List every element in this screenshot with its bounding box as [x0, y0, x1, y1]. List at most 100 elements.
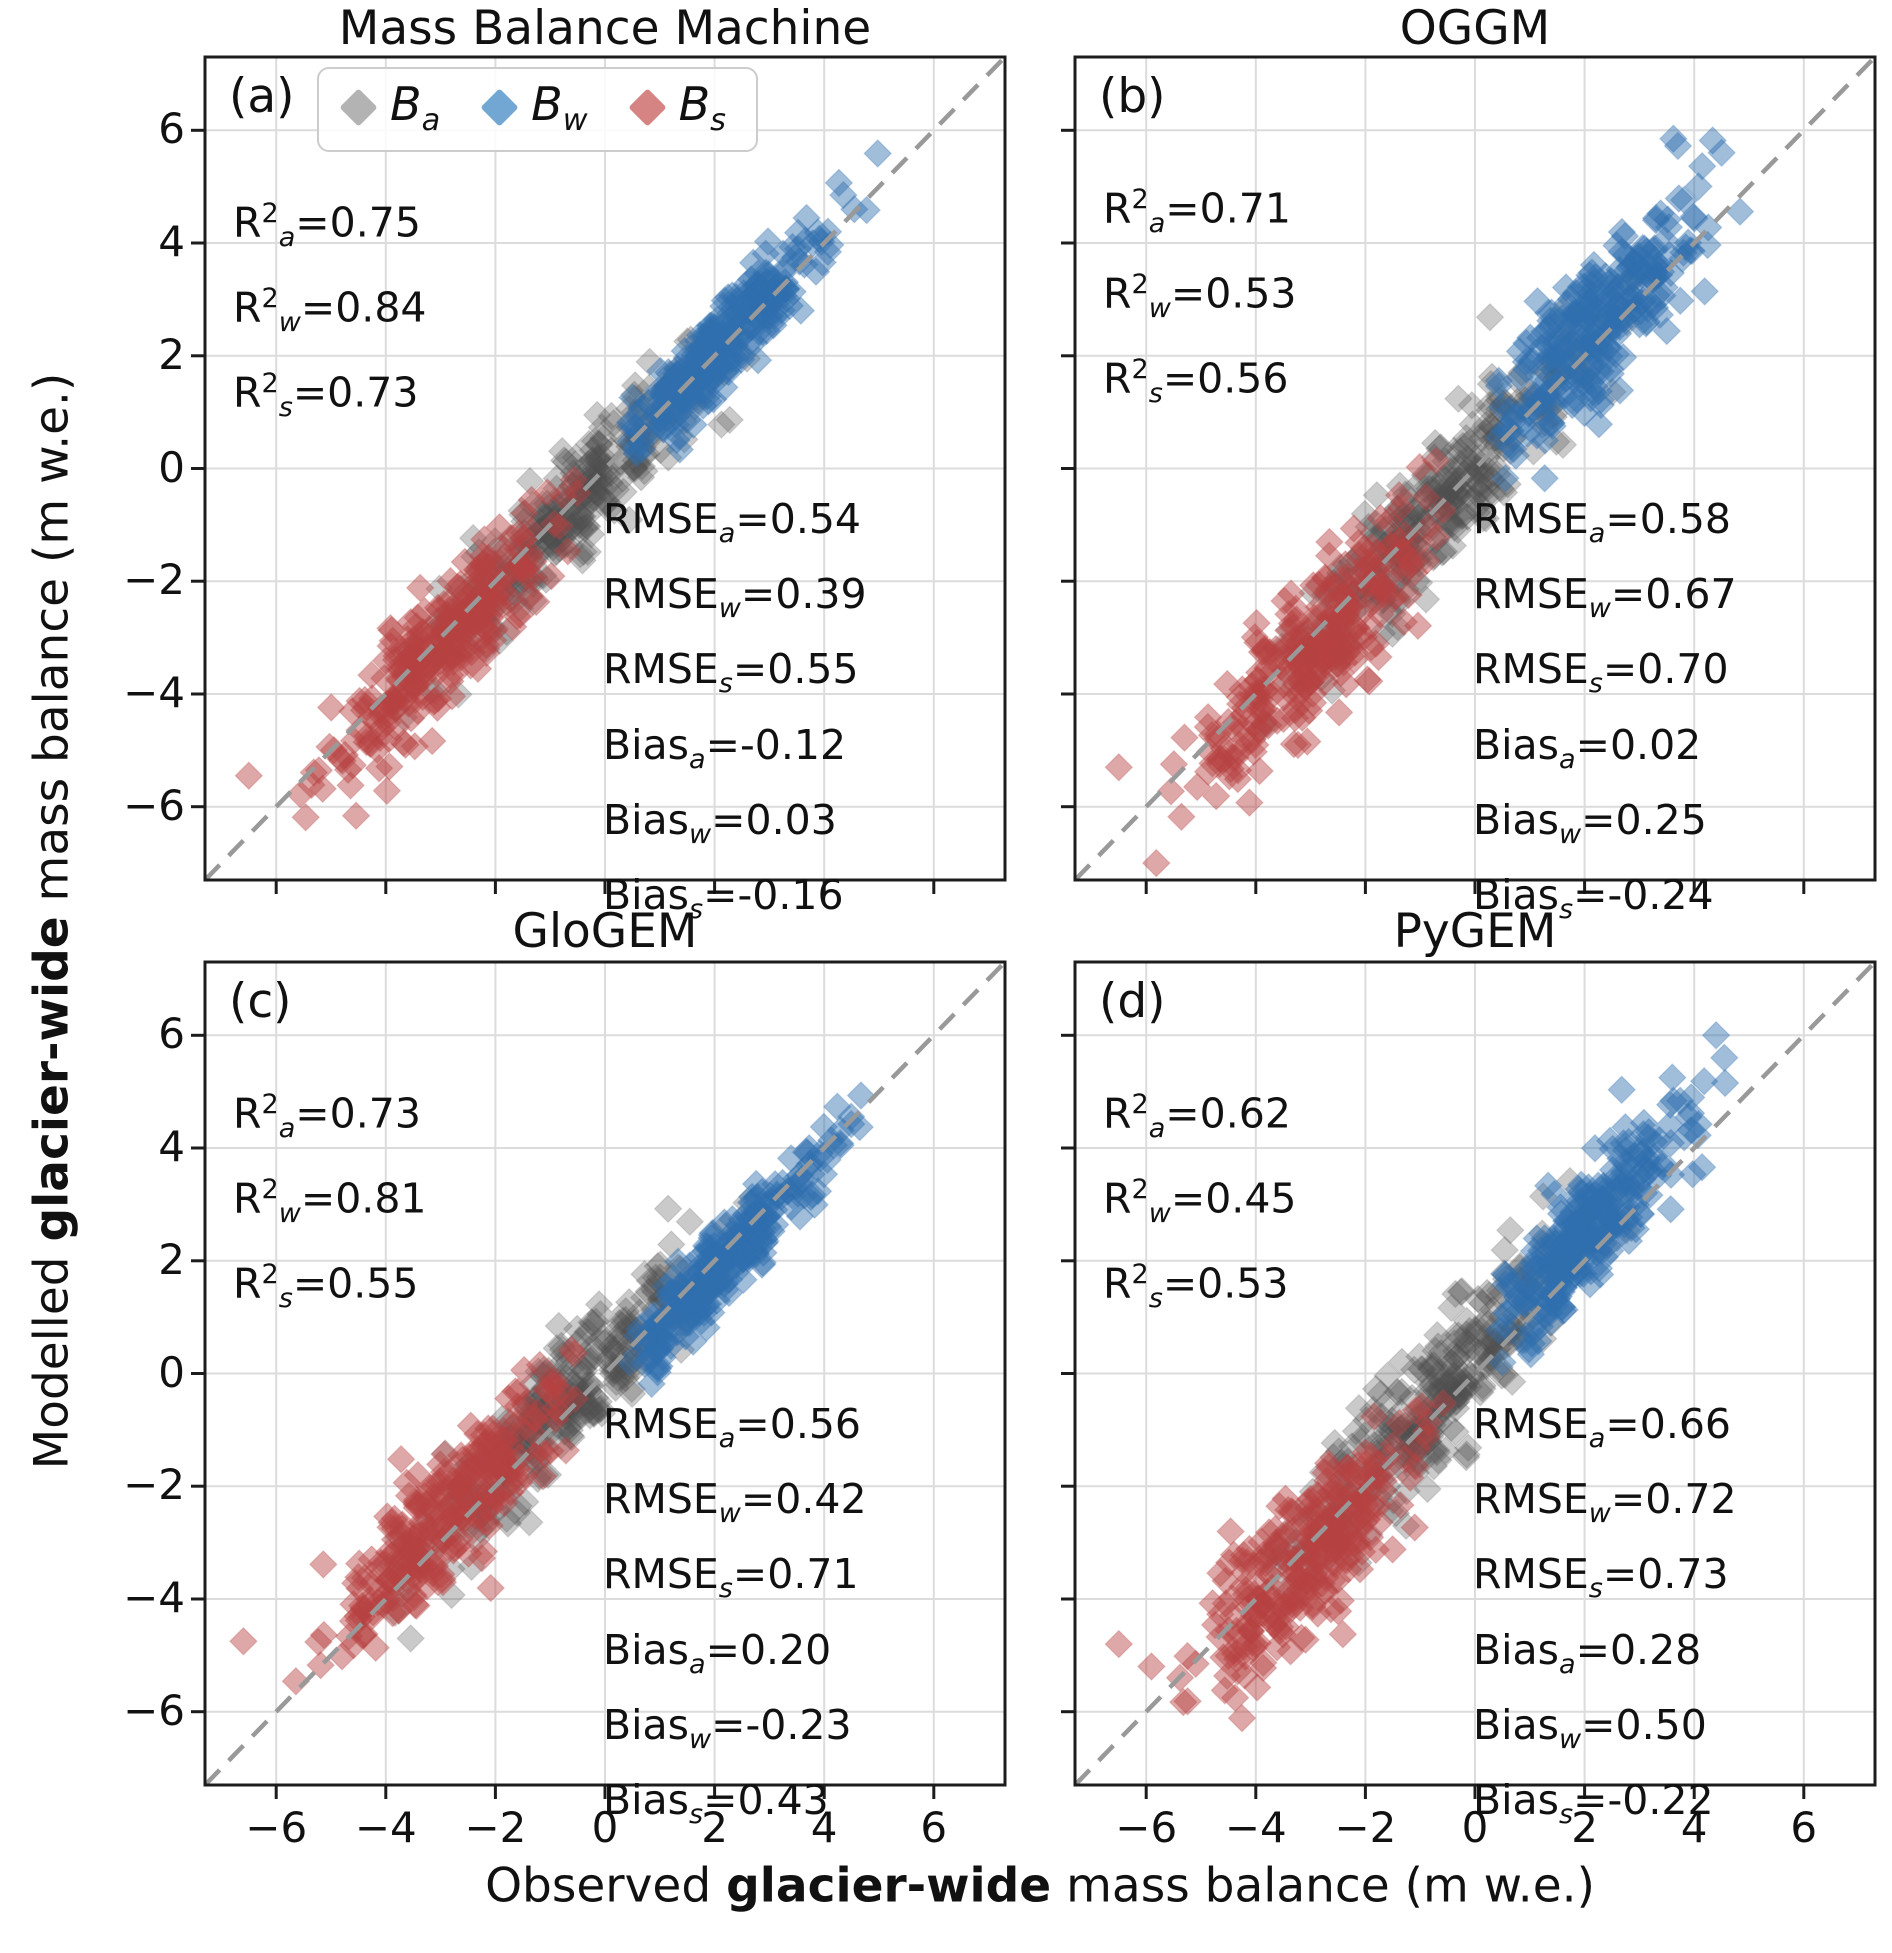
legend-label: Bs	[678, 77, 726, 139]
x-tick-label: 4	[1680, 1803, 1708, 1852]
panel-title-b: OGGM	[1399, 1, 1551, 56]
r2-stat-line: R2w=0.84	[233, 282, 427, 338]
bias-stat-line: Biasa=0.20	[603, 1625, 832, 1680]
plot-frame	[1073, 960, 1877, 1787]
y-tick-label: 6	[158, 1009, 185, 1059]
series-w-points	[1484, 1020, 1740, 1377]
r2-stat-line: R2s=0.56	[1103, 353, 1289, 409]
x-tick-label: −4	[354, 1803, 417, 1852]
rmse-stat-line: RMSEa=0.56	[603, 1400, 862, 1455]
legend: Ba Bw Bs	[317, 67, 758, 153]
one-to-one-line	[203, 55, 1007, 882]
series-w-points	[1484, 124, 1755, 493]
x-tick-label: −6	[245, 1803, 308, 1852]
error-stats: RMSEa=0.54 RMSEw=0.39 RMSEs=0.55 Biasa=-0.1…	[603, 489, 867, 940]
legend-item-bw: Bw	[480, 77, 588, 139]
plot-frame	[1073, 55, 1877, 882]
bias-stat-line: Biasw=0.25	[1473, 795, 1707, 850]
panel-label: (c)	[229, 974, 292, 1029]
x-label-part: mass balance (m w.e.)	[1051, 1858, 1595, 1914]
y-tick-label: 0	[158, 442, 185, 492]
one-to-one-line	[1073, 960, 1877, 1787]
panel-label: (b)	[1099, 69, 1166, 124]
plot-frame	[203, 960, 1007, 1787]
panel-title-d: PyGEM	[1393, 904, 1557, 959]
y-label-part: Modelled	[24, 1241, 80, 1470]
x-tick-label: 0	[1461, 1803, 1489, 1852]
x-tick-label: 6	[920, 1803, 948, 1852]
rmse-stat-line: RMSEw=0.72	[1473, 1475, 1737, 1530]
rmse-stat-line: RMSEs=0.71	[603, 1550, 859, 1605]
panel-c: (c) R2a=0.73 R2w=0.81 R2s=0.55 RMSEa=0.56 R…	[191, 960, 1007, 1830]
x-tick-label: 4	[810, 1803, 838, 1852]
diamond-icon	[627, 88, 667, 127]
r2-stat-line: R2w=0.45	[1103, 1173, 1297, 1229]
bias-stat-line: Biasw=0.03	[603, 795, 837, 850]
y-tick-label: 4	[158, 217, 185, 267]
series-s-points	[1104, 446, 1458, 878]
legend-item-bs: Bs	[627, 77, 726, 139]
legend-label: Bw	[531, 77, 588, 139]
r2-stat-line: R2a=0.62	[1103, 1089, 1291, 1144]
rmse-stat-line: RMSEs=0.73	[1473, 1550, 1729, 1605]
y-tick-label: −2	[123, 1460, 185, 1510]
x-tick-label: −2	[464, 1803, 527, 1852]
y-tick-label: 2	[158, 1234, 185, 1284]
x-label-part: Observed	[485, 1858, 727, 1914]
rmse-stat-line: RMSEw=0.67	[1473, 570, 1737, 625]
error-stats: RMSEa=0.56 RMSEw=0.42 RMSEs=0.71 Biasa=0.20…	[603, 1394, 867, 1845]
r2-stat-line: R2w=0.53	[1103, 268, 1297, 324]
x-tick-label: 2	[1571, 1803, 1598, 1852]
one-to-one-line	[1073, 55, 1877, 882]
series-a-points	[1249, 263, 1648, 742]
plot-frame	[203, 55, 1007, 882]
x-label-part-bold: glacier-wide	[726, 1858, 1052, 1914]
rmse-stat-line: RMSEw=0.42	[603, 1475, 867, 1530]
y-tick-label: 4	[158, 1122, 185, 1172]
series-s-points	[228, 1335, 590, 1696]
bias-stat-line: Biasw=-0.23	[603, 1700, 852, 1755]
r2-stat-line: R2s=0.73	[233, 367, 419, 423]
r2-stats: R2a=0.73 R2w=0.81 R2s=0.55	[233, 1074, 427, 1329]
y-label-part-bold: glacier-wide	[24, 916, 80, 1242]
rmse-stat-line: RMSEw=0.39	[603, 570, 867, 625]
y-label-part: mass balance (m w.e.)	[24, 372, 80, 917]
series-a-points	[1256, 1166, 1643, 1604]
bias-stat-line: Biasa=0.02	[1473, 720, 1702, 775]
r2-stat-line: R2s=0.55	[233, 1258, 419, 1314]
bias-stat-line: Biass=-0.16	[603, 870, 844, 926]
panel-title-c: GloGEM	[512, 904, 698, 959]
panel-a: (a) Ba Bw Bs R2a=0.75 R2w=0.84 R2s=0.73 RMSE…	[191, 55, 1007, 925]
scatter-plot-d	[1061, 960, 1877, 1799]
panel-d: (d) R2a=0.62 R2w=0.45 R2s=0.53 RMSEa=0.66 R…	[1061, 960, 1877, 1830]
rmse-stat-line: RMSEa=0.58	[1473, 495, 1732, 550]
error-stats: RMSEa=0.58 RMSEw=0.67 RMSEs=0.70 Biasa=0.02…	[1473, 489, 1737, 940]
x-axis-label: Observed glacier-wide mass balance (m w.…	[485, 1859, 1595, 1914]
y-tick-label: −2	[123, 555, 185, 605]
rmse-stat-line: RMSEs=0.70	[1473, 645, 1729, 700]
legend-item-ba: Ba	[339, 77, 441, 139]
legend-label: Ba	[390, 77, 441, 139]
r2-stats: R2a=0.75 R2w=0.84 R2s=0.73	[233, 183, 427, 438]
r2-stats: R2a=0.71 R2w=0.53 R2s=0.56	[1103, 169, 1297, 424]
x-tick-label: 2	[701, 1803, 728, 1852]
series-a-points	[377, 1188, 761, 1653]
series-w-points	[614, 1081, 876, 1399]
bias-stat-line: Biasa=0.28	[1473, 1625, 1702, 1680]
panel-title-a: Mass Balance Machine	[338, 1, 872, 56]
r2-stat-line: R2s=0.53	[1103, 1258, 1289, 1314]
x-tick-label: −6	[1115, 1803, 1178, 1852]
scatter-plot-b	[1061, 55, 1877, 894]
y-tick-label: −4	[123, 1572, 185, 1622]
y-tick-label: −6	[123, 780, 185, 830]
x-tick-label: −2	[1334, 1803, 1397, 1852]
y-tick-label: 0	[158, 1347, 185, 1397]
error-stats: RMSEa=0.66 RMSEw=0.72 RMSEs=0.73 Biasa=0.28…	[1473, 1394, 1737, 1845]
panel-b: (b) R2a=0.71 R2w=0.53 R2s=0.56 RMSEa=0.58 R…	[1061, 55, 1877, 925]
bias-stat-line: Biass=-0.22	[1473, 1775, 1714, 1831]
r2-stat-line: R2w=0.81	[233, 1173, 427, 1229]
x-tick-label: −4	[1224, 1803, 1287, 1852]
diamond-icon	[480, 88, 519, 127]
rmse-stat-line: RMSEs=0.55	[603, 645, 859, 700]
